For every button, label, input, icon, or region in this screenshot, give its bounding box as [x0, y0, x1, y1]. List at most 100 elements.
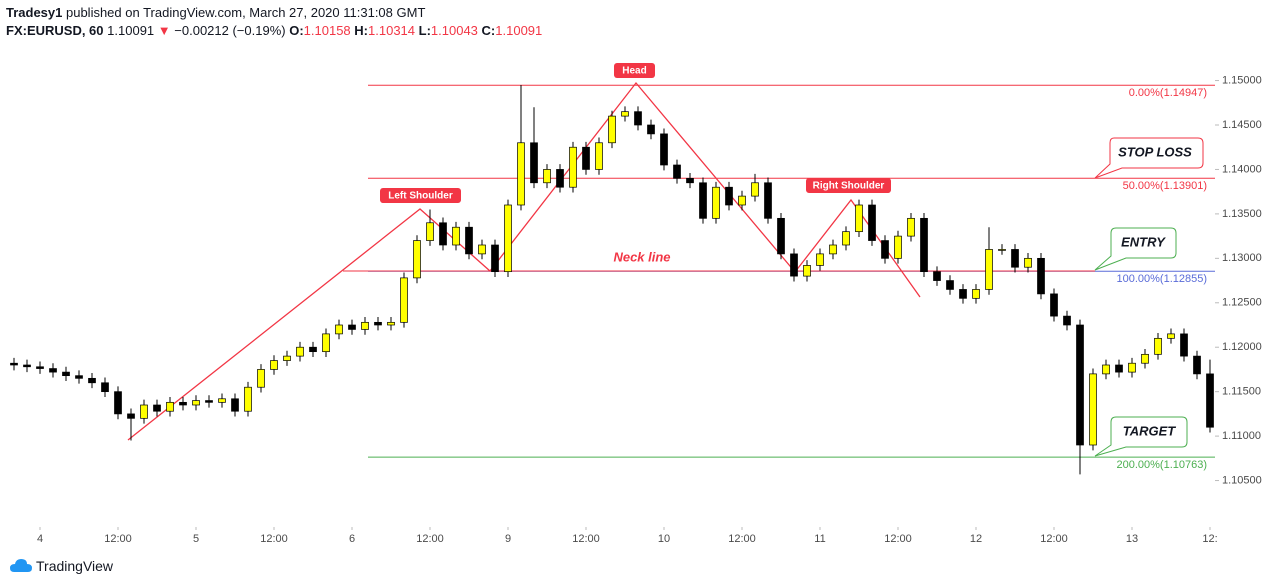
ohlc-o: O:1.10158 — [289, 23, 350, 38]
ohlc-c: C:1.10091 — [482, 23, 543, 38]
candle-body — [881, 240, 889, 259]
y-tick-label: 1.10500 — [1222, 474, 1262, 486]
candles — [10, 85, 1214, 475]
x-tick-label: 5 — [193, 533, 199, 545]
candle-body — [491, 244, 499, 273]
left-shoulder-label: Left Shoulder — [388, 191, 453, 202]
candle-body — [946, 280, 954, 290]
entry-label: ENTRY — [1121, 234, 1166, 249]
x-tick-label: 12:00 — [260, 533, 288, 545]
head-tag — [614, 63, 655, 78]
candle-body — [1128, 362, 1136, 373]
candle-body — [296, 346, 304, 357]
arrow: ▼ — [157, 23, 171, 38]
ohlc-label: L: — [418, 23, 431, 38]
candle-body — [400, 277, 408, 323]
candle-body — [634, 111, 642, 126]
candle-body — [413, 240, 421, 279]
ohlc-value: 1.10091 — [495, 23, 543, 38]
fib-level-label: 50.00%(1.13901) — [1123, 180, 1207, 192]
right-shoulder-label: Right Shoulder — [813, 181, 885, 192]
candle-body — [621, 111, 629, 117]
target-label: TARGET — [1123, 423, 1177, 438]
candle-body — [1050, 293, 1058, 317]
candle-body — [478, 244, 486, 255]
fib-level-label: 100.00%(1.12855) — [1116, 273, 1207, 285]
candle-body — [1011, 249, 1019, 268]
candle-body — [309, 346, 317, 353]
candle-body — [322, 333, 330, 353]
candle-body — [530, 142, 538, 184]
x-tick-label: 12:00 — [728, 533, 756, 545]
candle-body — [127, 413, 135, 419]
candle-body — [738, 195, 746, 206]
candle-body — [868, 204, 876, 241]
header-line-1: Tradesy1 published on TradingView.com, M… — [6, 4, 542, 22]
levels: 0.00%(1.14947) 50.00%(1.13901) 100.00%(1.1… — [368, 84, 1215, 471]
candle-body — [894, 235, 902, 259]
candle-body — [179, 401, 187, 406]
x-tick-label: 12:00 — [104, 533, 132, 545]
candle-body — [1141, 353, 1149, 364]
candle-body — [1180, 333, 1188, 357]
candle-body — [1154, 337, 1162, 355]
pattern-line — [127, 81, 921, 441]
x-tick-label: 4 — [37, 533, 43, 545]
header: Tradesy1 published on TradingView.com, M… — [6, 4, 542, 40]
candle-body — [335, 324, 343, 335]
candle-body — [1206, 373, 1214, 428]
candle-body — [153, 404, 161, 412]
candle-body — [920, 217, 928, 273]
candle-body — [231, 398, 239, 412]
footer: TradingView — [10, 558, 113, 574]
candle-body — [374, 321, 382, 326]
ohlc-value: 1.10158 — [303, 23, 351, 38]
candle-body — [49, 368, 57, 373]
candle-body — [348, 324, 356, 330]
target-callout — [1094, 416, 1188, 457]
candle-body — [673, 164, 681, 179]
candle-body — [855, 204, 863, 233]
candle-body — [1193, 355, 1201, 375]
candle-body — [803, 265, 811, 277]
candle-body — [933, 271, 941, 281]
candle-body — [816, 253, 824, 266]
stop-loss-callout — [1094, 137, 1204, 179]
candle-body — [1063, 315, 1071, 326]
candle-body — [556, 169, 564, 188]
candle-body — [712, 186, 720, 219]
ohlc-value: 1.10314 — [368, 23, 416, 38]
y-tick-label: 1.15000 — [1222, 74, 1262, 86]
ohlc-h: H:1.10314 — [354, 23, 415, 38]
candle-body — [764, 182, 772, 219]
x-tick-label: 12:00 — [1040, 533, 1068, 545]
candle-body — [699, 182, 707, 219]
candle-body — [569, 146, 577, 188]
y-tick-label: 1.12000 — [1222, 341, 1262, 353]
x-tick-label: 12: — [1202, 533, 1217, 545]
candle-body — [23, 364, 31, 368]
fib-level-label: 200.00%(1.10763) — [1116, 459, 1207, 471]
candle-body — [62, 371, 70, 377]
x-tick-label: 12:00 — [416, 533, 444, 545]
candle-body — [725, 186, 733, 206]
candle-body — [387, 321, 395, 326]
symbol: FX:EURUSD, 60 — [6, 23, 104, 38]
candle-body — [686, 177, 694, 184]
candle-body — [959, 289, 967, 299]
candle-body — [1037, 257, 1045, 295]
candle-body — [829, 244, 837, 255]
head-label: Head — [622, 66, 646, 77]
candle-body — [114, 391, 122, 415]
author: Tradesy1 — [6, 5, 63, 20]
candle-body — [452, 226, 460, 246]
fib-level-label: 0.00%(1.14947) — [1129, 87, 1207, 99]
candle-body — [192, 400, 200, 406]
candle-body — [777, 217, 785, 255]
header-line-2: FX:EURUSD, 60 1.10091 ▼ −0.00212 (−0.19%… — [6, 22, 542, 40]
candle-body — [972, 289, 980, 299]
candle-body — [75, 375, 83, 379]
x-tick-label: 12:00 — [884, 533, 912, 545]
candle-body — [647, 124, 655, 135]
candle-body — [998, 249, 1006, 251]
